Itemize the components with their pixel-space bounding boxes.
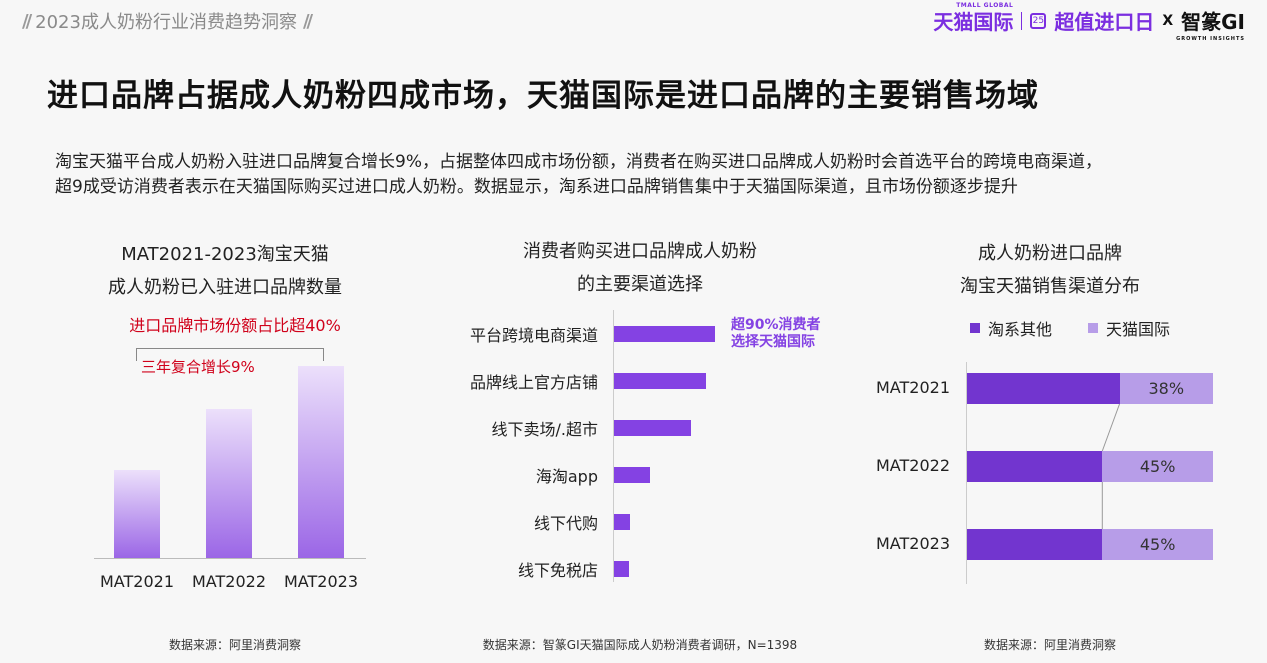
chart3-segment-taoxi bbox=[967, 373, 1120, 404]
chart2-y-label: 品牌线上官方店铺 bbox=[469, 373, 598, 392]
chart1-title-line: 成人奶粉已入驻进口品牌数量 bbox=[108, 277, 342, 298]
chart3-segment-taoxi bbox=[967, 529, 1103, 560]
slash-decoration-right: // bbox=[302, 10, 313, 32]
chart1-annotation-share: 进口品牌市场份额占比超40% bbox=[129, 316, 341, 335]
chart2-source: 数据来源：智篆GI天猫国际成人奶粉消费者调研，N=1398 bbox=[482, 638, 798, 652]
chart3-y-label: MAT2022 bbox=[876, 456, 950, 475]
chart2-annotation-line: 超90%消费者 bbox=[731, 317, 821, 333]
chart3-connector-line bbox=[1101, 403, 1120, 452]
chart2-y-label: 海淘app bbox=[535, 467, 598, 486]
intro-line: 超9成受访消费者表示在天猫国际购买过进口成人奶粉。数据显示，淘系进口品牌销售集中… bbox=[55, 177, 1018, 197]
brand-separator bbox=[1021, 11, 1023, 30]
chart1-bracket bbox=[136, 348, 324, 361]
chart2-bar bbox=[614, 420, 691, 436]
chart1-title: MAT2021-2023淘宝天猫 成人奶粉已入驻进口品牌数量 bbox=[75, 238, 375, 304]
chart2-title-line: 的主要渠道选择 bbox=[577, 274, 703, 295]
slash-decoration-left: // bbox=[22, 10, 32, 32]
chart3-segment-tmall: 45% bbox=[1102, 529, 1213, 560]
chart2-title-line: 消费者购买进口品牌成人奶粉 bbox=[523, 241, 757, 262]
chart1-bar bbox=[206, 409, 252, 558]
legend-label-taoxi: 淘系其他 bbox=[988, 320, 1053, 339]
chart3-title-line: 成人奶粉进口品牌 bbox=[978, 243, 1122, 264]
chart3-segment-tmall: 45% bbox=[1102, 451, 1213, 482]
chart2-y-label: 线下代购 bbox=[533, 514, 598, 533]
chart1-title-line: MAT2021-2023淘宝天猫 bbox=[121, 244, 329, 265]
brand-logos: 天猫国际 TMALL GLOBAL 25 超值进口日 X 智篆GI GROWTH… bbox=[933, 2, 1245, 42]
intro-paragraph: 淘宝天猫平台成人奶粉入驻进口品牌复合增长9%，占据整体四成市场份额，消费者在购买… bbox=[55, 150, 1235, 200]
tmall-global-sub: TMALL GLOBAL bbox=[956, 2, 1014, 9]
chart3-y-label: MAT2023 bbox=[876, 534, 950, 553]
chart2-y-label: 线下卖场/.超市 bbox=[491, 420, 598, 439]
chart2-axis bbox=[613, 310, 614, 582]
report-header: // 2023成人奶粉行业消费趋势洞察 // bbox=[22, 8, 313, 34]
promo-logo: 超值进口日 bbox=[1054, 10, 1155, 34]
growth-insights-logo: 智篆GI GROWTH INSIGHTS bbox=[1176, 10, 1245, 42]
legend-swatch-tmall bbox=[1088, 323, 1099, 333]
chart2-bar bbox=[614, 326, 715, 342]
report-title: 2023成人奶粉行业消费趋势洞察 bbox=[35, 12, 297, 33]
chart3-title-line: 淘宝天猫销售渠道分布 bbox=[960, 276, 1140, 297]
chart3-segment-tmall: 38% bbox=[1119, 373, 1213, 404]
chart3-y-label: MAT2021 bbox=[876, 378, 950, 397]
chart3-axis bbox=[966, 362, 967, 584]
chart1-bar bbox=[114, 469, 160, 558]
chart1-x-label: MAT2022 bbox=[192, 572, 266, 591]
growth-insights-sub: GROWTH INSIGHTS bbox=[1176, 36, 1245, 42]
chart3-legend: 淘系其他 天猫国际 bbox=[970, 316, 1170, 340]
chart1-bar bbox=[298, 365, 344, 558]
chart1-annotation-cagr: 三年复合增长9% bbox=[141, 358, 255, 376]
chart2-y-label: 平台跨境电商渠道 bbox=[469, 326, 598, 345]
chart2-bar bbox=[614, 514, 631, 530]
chart3-source: 数据来源：阿里消费洞察 bbox=[983, 638, 1116, 652]
calendar-icon: 25 bbox=[1030, 12, 1047, 29]
chart2-bar bbox=[614, 561, 630, 577]
chart2-annotation: 超90%消费者 选择天猫国际 bbox=[731, 317, 821, 351]
chart2-y-label: 线下免税店 bbox=[517, 561, 598, 580]
legend-label-tmall: 天猫国际 bbox=[1106, 320, 1171, 339]
collab-x: X bbox=[1162, 12, 1174, 29]
chart1-source: 数据来源：阿里消费洞察 bbox=[168, 638, 301, 652]
chart1-x-label: MAT2023 bbox=[284, 572, 358, 591]
tmall-global-logo: 天猫国际 TMALL GLOBAL bbox=[933, 2, 1014, 34]
intro-line: 淘宝天猫平台成人奶粉入驻进口品牌复合增长9%，占据整体四成市场份额，消费者在购买… bbox=[55, 152, 1102, 172]
chart3-segment-taoxi bbox=[967, 451, 1103, 482]
chart1-x-label: MAT2021 bbox=[100, 572, 174, 591]
chart1-baseline bbox=[94, 558, 366, 559]
chart2-bar bbox=[614, 467, 651, 483]
chart3-title: 成人奶粉进口品牌 淘宝天猫销售渠道分布 bbox=[920, 237, 1180, 303]
chart2-bar bbox=[614, 373, 706, 389]
page-title: 进口品牌占据成人奶粉四成市场，天猫国际是进口品牌的主要销售场域 bbox=[47, 78, 1039, 114]
legend-swatch-taoxi bbox=[970, 323, 980, 333]
chart2-title: 消费者购买进口品牌成人奶粉 的主要渠道选择 bbox=[470, 235, 810, 301]
chart2-annotation-line: 选择天猫国际 bbox=[731, 334, 815, 350]
